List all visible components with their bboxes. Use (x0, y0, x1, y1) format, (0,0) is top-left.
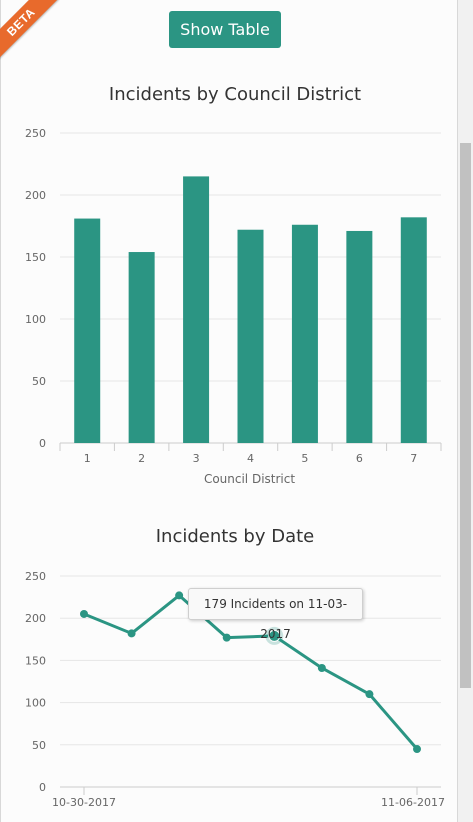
line-point (175, 591, 184, 600)
line-y-tick-label: 50 (32, 739, 46, 752)
beta-ribbon: BETA (0, 0, 60, 60)
bar (291, 224, 318, 443)
line-chart-title: Incidents by Date (155, 526, 315, 547)
line-point (80, 609, 88, 618)
bar-x-tick-label: 3 (193, 452, 200, 465)
beta-badge: BETA (0, 0, 59, 60)
bar-y-tick-label: 200 (25, 189, 46, 202)
bar-x-axis-label: Council District (204, 472, 295, 486)
bar-x-tick-label: 5 (301, 452, 308, 465)
line-y-tick-label: 100 (25, 697, 46, 710)
bar (237, 229, 264, 443)
scrollbar-thumb[interactable] (460, 143, 471, 688)
line-y-tick-label: 0 (39, 781, 46, 794)
bar-x-tick-label: 1 (84, 452, 91, 465)
line-y-tick-label: 150 (25, 654, 46, 667)
bar-y-tick-label: 150 (25, 251, 46, 264)
bar (346, 230, 373, 443)
line-point (365, 690, 374, 699)
bar (128, 252, 155, 443)
line-point (127, 629, 136, 638)
bar-x-tick-label: 7 (410, 452, 417, 465)
bar (183, 176, 210, 443)
line-chart: 0 50 100 150 200 250 10-30-2017 11-06-2017 (25, 570, 445, 809)
bar-chart-title: Incidents by Council District (108, 84, 362, 105)
bar-x-tick-label: 2 (138, 452, 145, 465)
line-point (413, 745, 421, 754)
bar (400, 217, 427, 443)
line-point (222, 633, 231, 642)
bar-y-tick-label: 250 (25, 127, 46, 140)
line-x-tick-label: 10-30-2017 (52, 796, 116, 809)
line-y-tick-label: 250 (25, 570, 46, 583)
bar-y-tick-label: 50 (32, 375, 46, 388)
bar-x-tick-label: 4 (247, 452, 254, 465)
line-chart-tooltip: 179 Incidents on 11-03-2017 (188, 588, 363, 641)
line-point (317, 663, 326, 672)
line-y-tick-label: 200 (25, 612, 46, 625)
line-x-tick-label: 11-06-2017 (381, 796, 445, 809)
line-point-highlighted (268, 629, 281, 642)
bar-y-tick-label: 0 (39, 437, 46, 450)
bar (74, 218, 101, 443)
bar-chart: 0 50 100 150 200 250 1 2 3 4 5 6 7 Council District (25, 127, 442, 486)
bar-y-tick-label: 100 (25, 313, 46, 326)
line-series (83, 593, 419, 751)
show-table-button[interactable]: Show Table (169, 11, 281, 48)
bar-x-tick-label: 6 (356, 452, 363, 465)
